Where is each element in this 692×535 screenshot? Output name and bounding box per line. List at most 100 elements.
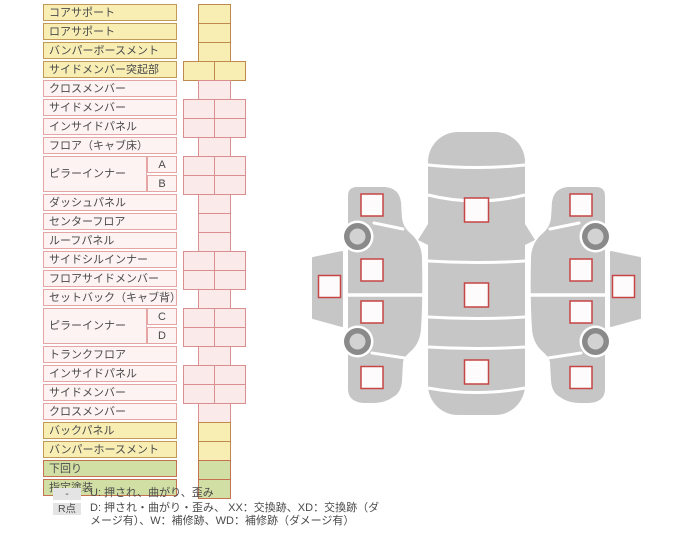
damage-cell[interactable] (183, 384, 215, 404)
parts-table: コアサポート ロアサポート バンパーボースメント サイドメンバー突起部 クロスメンバーサ… (43, 0, 255, 505)
damage-cell[interactable] (214, 61, 246, 81)
legend-row: - U: 押され、曲がり、歪み (53, 487, 483, 501)
part-name: サイドメンバー突起部 (49, 63, 159, 76)
pillar-sub-label: A (147, 156, 177, 173)
part-name: ロアサポート (49, 25, 115, 38)
damage-cell[interactable] (214, 118, 246, 138)
damage-cell[interactable] (183, 365, 215, 385)
damage-cell[interactable] (198, 403, 231, 423)
part-row-label: サイドシルインナー (43, 251, 177, 268)
damage-cell[interactable] (183, 175, 215, 195)
damage-cell[interactable] (214, 99, 246, 119)
damage-cell[interactable] (214, 327, 246, 347)
part-name: バンパーホースメント (49, 443, 159, 456)
part-row-label: クロスメンバー (43, 80, 177, 97)
part-name: フロアサイドメンバー (49, 272, 159, 285)
damage-cell[interactable] (183, 270, 215, 290)
damage-cell[interactable] (183, 251, 215, 271)
part-row-label: バンパーホースメント (43, 441, 177, 458)
legend-text: D: 押され・曲がり・歪み、 XX：交換跡、XD：交換跡（ダメージ有）、W：補修… (90, 501, 380, 528)
damage-marker-center-1[interactable] (463, 197, 490, 223)
damage-cell[interactable] (183, 99, 215, 119)
part-name: 下回り (49, 462, 82, 475)
damage-cell[interactable] (198, 346, 231, 366)
damage-cell[interactable] (198, 460, 231, 480)
damage-marker-left-2[interactable] (360, 258, 384, 282)
damage-marker-center-3[interactable] (463, 359, 490, 385)
part-name: クロスメンバー (49, 405, 126, 418)
damage-cell[interactable] (198, 479, 231, 499)
damage-cell[interactable] (198, 194, 231, 214)
damage-cell[interactable] (183, 327, 215, 347)
damage-cell[interactable] (183, 118, 215, 138)
part-row-label: ルーフパネル (43, 232, 177, 249)
legend-row: R点 D: 押され・曲がり・歪み、 XX：交換跡、XD：交換跡（ダメージ有）、W… (53, 502, 483, 529)
part-name: クロスメンバー (49, 82, 126, 95)
part-row-label: セットバック（キャブ背） (43, 289, 181, 306)
damage-cell[interactable] (214, 156, 246, 176)
part-name: バンパーボースメント (49, 44, 159, 57)
damage-marker-left-4[interactable] (360, 365, 384, 390)
part-name: サイドシルインナー (49, 253, 148, 266)
part-row-label: インサイドパネル (43, 118, 177, 135)
part-row-label: 下回り (43, 460, 177, 477)
damage-cell[interactable] (198, 232, 231, 252)
damage-cell[interactable] (183, 61, 215, 81)
pillar-sub-label: B (147, 175, 177, 192)
damage-code-legend: - U: 押され、曲がり、歪み R点 D: 押され・曲がり・歪み、 XX：交換跡… (53, 487, 483, 530)
damage-cell[interactable] (198, 23, 231, 43)
pillar-sub-label: C (147, 308, 177, 325)
part-row-label: サイドメンバー (43, 99, 177, 116)
damage-cell[interactable] (198, 213, 231, 233)
damage-cell[interactable] (198, 422, 231, 442)
damage-cell[interactable] (214, 384, 246, 404)
part-row-label: ピラーインナー (43, 308, 147, 344)
part-row-label: インサイドパネル (43, 365, 177, 382)
part-name: バックパネル (49, 424, 115, 437)
legend-key-badge: - (53, 488, 81, 500)
part-name: ダッシュパネル (49, 196, 126, 209)
damage-cell[interactable] (198, 289, 231, 309)
damage-marker-right-2[interactable] (569, 258, 593, 282)
damage-cell[interactable] (214, 308, 246, 328)
damage-cell[interactable] (198, 42, 231, 62)
damage-cell[interactable] (198, 441, 231, 461)
damage-cell[interactable] (214, 365, 246, 385)
damage-marker-right-outer[interactable] (611, 274, 636, 299)
damage-cell[interactable] (183, 156, 215, 176)
damage-cell[interactable] (198, 80, 231, 100)
damage-cell[interactable] (214, 175, 246, 195)
part-name: ルーフパネル (49, 234, 115, 247)
part-name: センターフロア (49, 215, 126, 228)
damage-cell[interactable] (198, 137, 231, 157)
part-name: インサイドパネル (49, 367, 137, 380)
damage-marker-right-1[interactable] (569, 193, 593, 217)
pillar-sub-label: D (147, 327, 177, 344)
part-row-label: サイドメンバー突起部 (43, 61, 177, 78)
part-name: フロア（キャブ床） (49, 139, 148, 152)
damage-marker-left-3[interactable] (360, 300, 384, 324)
damage-marker-right-4[interactable] (569, 365, 593, 390)
part-row-label: サイドメンバー (43, 384, 177, 401)
damage-marker-left-1[interactable] (360, 193, 384, 217)
damage-cell[interactable] (198, 4, 231, 24)
part-row-label: ダッシュパネル (43, 194, 177, 211)
part-row-label: クロスメンバー (43, 403, 177, 420)
legend-text: U: 押され、曲がり、歪み (90, 487, 214, 499)
part-name: セットバック（キャブ背） (49, 291, 181, 304)
part-name: サイドメンバー (49, 386, 126, 399)
damage-marker-left-outer[interactable] (317, 274, 342, 299)
damage-cell[interactable] (183, 308, 215, 328)
part-row-label: ロアサポート (43, 23, 177, 40)
part-name: コアサポート (49, 6, 115, 19)
damage-marker-right-3[interactable] (569, 300, 593, 324)
part-name: ピラーインナー (49, 168, 126, 180)
part-row-label: バックパネル (43, 422, 177, 439)
damage-cell[interactable] (214, 270, 246, 290)
damage-cell[interactable] (214, 251, 246, 271)
part-name: ピラーインナー (49, 320, 126, 332)
part-name: トランクフロア (49, 348, 126, 361)
part-row-label: フロア（キャブ床） (43, 137, 177, 154)
damage-marker-center-2[interactable] (463, 282, 490, 308)
